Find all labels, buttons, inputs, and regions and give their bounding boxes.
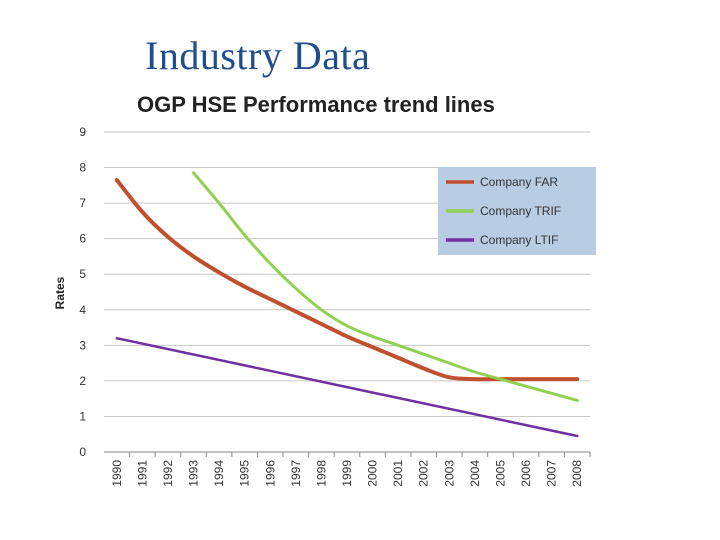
- y-tick-label: 2: [79, 374, 86, 388]
- y-axis-ticks: 0 1 2 3 4 5 6 7 8 9: [79, 125, 86, 459]
- chart-title: OGP HSE Performance trend lines: [137, 92, 495, 117]
- x-tick-label: 1999: [340, 460, 354, 487]
- y-tick-label: 1: [79, 409, 86, 423]
- legend: Company FAR Company TRIF Company LTIF: [438, 167, 596, 255]
- x-tick-label: 2001: [391, 460, 405, 487]
- x-tick-label: 2004: [468, 460, 482, 487]
- x-tick-label: 1995: [238, 460, 252, 487]
- y-tick-label: 6: [79, 232, 86, 246]
- x-tick-label: 2008: [570, 460, 584, 487]
- y-tick-label: 3: [79, 338, 86, 352]
- series-lines: [114, 171, 580, 438]
- x-tick-label: 1998: [314, 460, 328, 487]
- x-tick-label: 1990: [110, 460, 124, 487]
- x-tick-label: 1996: [263, 460, 277, 487]
- x-tick-label: 2003: [442, 460, 456, 487]
- x-tick-label: 2005: [493, 460, 507, 487]
- x-tick-label: 1997: [289, 460, 303, 487]
- legend-label: Company TRIF: [480, 204, 561, 218]
- x-tick-label: 1992: [161, 460, 175, 487]
- series-line-company-ltif: [115, 336, 579, 438]
- legend-label: Company LTIF: [480, 233, 558, 247]
- y-tick-label: 7: [79, 196, 86, 210]
- x-tick-label: 1993: [187, 460, 201, 487]
- slide-title: Industry Data: [145, 33, 371, 78]
- x-tick-label: 2002: [417, 460, 431, 487]
- y-tick-label: 8: [79, 161, 86, 175]
- x-tick-label: 1994: [212, 460, 226, 487]
- series-line-company-trif: [192, 171, 579, 402]
- y-tick-label: 9: [79, 125, 86, 139]
- x-tick-label: 2006: [519, 460, 533, 487]
- x-tick-label: 2007: [545, 460, 559, 487]
- y-tick-label: 0: [79, 445, 86, 459]
- legend-label: Company FAR: [480, 175, 558, 189]
- y-axis-label: Rates: [53, 276, 67, 309]
- x-tick-label: 2000: [366, 460, 380, 487]
- y-tick-label: 4: [79, 303, 86, 317]
- x-tick-label: 1991: [135, 460, 149, 487]
- x-axis-ticks: 1990 1991 1992 1993 1994 1995 1996 1997 1998 1999…: [110, 452, 591, 487]
- y-tick-label: 5: [79, 267, 86, 281]
